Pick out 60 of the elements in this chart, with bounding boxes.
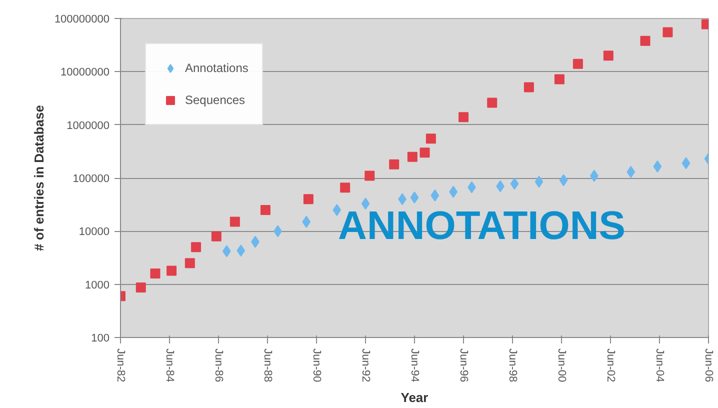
- x-tick-label: Jun-00: [556, 348, 568, 382]
- x-tick-label: Jun-02: [604, 348, 616, 382]
- x-tick-label: Jun-04: [654, 348, 666, 382]
- point: [487, 98, 498, 108]
- point: [449, 186, 458, 198]
- annotation: ANNOTATIONS: [338, 204, 626, 248]
- point: [340, 182, 350, 193]
- point: [682, 157, 690, 170]
- point: [260, 205, 270, 216]
- point: [653, 160, 662, 172]
- x-tick-label: Jun-96: [458, 348, 470, 382]
- point: [364, 170, 375, 181]
- y-tick-label: 100: [91, 332, 110, 344]
- point: [407, 152, 418, 162]
- point: [572, 58, 583, 69]
- y-tick-label: 1000: [85, 279, 110, 292]
- point: [191, 242, 202, 252]
- point: [166, 266, 177, 276]
- y-tick-label: 1000000: [66, 120, 110, 132]
- x-axis-title: Year: [400, 390, 428, 406]
- point: [559, 174, 568, 186]
- legend-label: Annotations: [185, 61, 248, 75]
- point: [662, 27, 673, 38]
- point: [410, 191, 419, 204]
- y-axis-title: # of entries in Database: [31, 105, 46, 251]
- x-tick-label: Jun-94: [408, 348, 420, 382]
- point: [603, 50, 614, 61]
- point: [361, 198, 370, 210]
- point: [420, 148, 430, 158]
- point: [554, 74, 564, 84]
- point: [184, 258, 195, 268]
- point: [136, 282, 146, 293]
- legend-label: Sequences: [185, 93, 246, 107]
- x-tick-label: Jun-92: [360, 348, 372, 382]
- y-tick-label: 10000: [78, 226, 110, 238]
- point: [150, 268, 160, 278]
- x-tick-label: Jun-88: [262, 348, 274, 382]
- point: [303, 194, 314, 204]
- x-tick-label: Jun-98: [506, 348, 518, 382]
- point: [230, 216, 240, 227]
- y-tick-label: 100000000: [54, 14, 110, 26]
- x-tick-label: Jun-86: [212, 348, 224, 382]
- point: [426, 134, 436, 144]
- point: [236, 244, 246, 257]
- point: [640, 36, 650, 46]
- y-tick-label: 100000: [72, 173, 110, 185]
- y-tick-label: 10000000: [60, 66, 110, 79]
- point: [211, 231, 222, 242]
- point: [389, 159, 400, 170]
- x-tick-label: Jun-06: [702, 348, 714, 382]
- point: [626, 166, 636, 178]
- x-tick-label: Jun-82: [114, 348, 126, 382]
- point: [302, 216, 311, 228]
- point: [524, 82, 534, 92]
- point: [430, 189, 440, 202]
- point: [458, 112, 469, 122]
- point: [510, 178, 519, 190]
- x-tick-label: Jun-90: [310, 348, 322, 382]
- x-tick-label: Jun-84: [164, 348, 176, 382]
- point: [534, 176, 544, 188]
